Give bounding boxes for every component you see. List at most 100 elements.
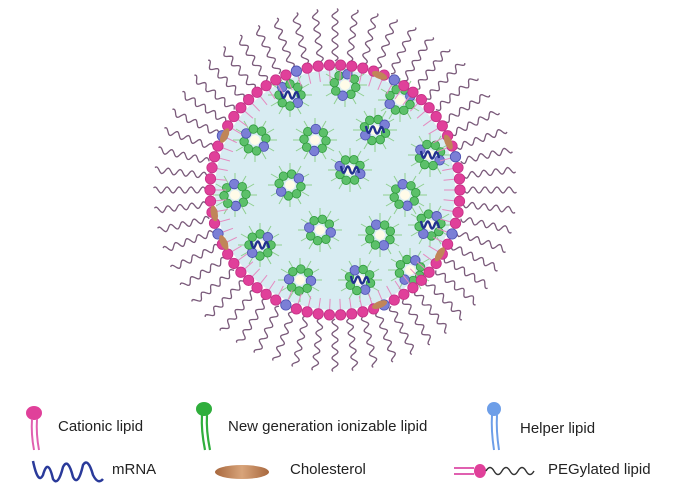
- helper-lipid: [349, 265, 360, 276]
- lipid-tail: [443, 178, 456, 181]
- peg-chain: [274, 17, 295, 69]
- peg-chain: [191, 268, 235, 302]
- cationic-lipid: [398, 288, 410, 300]
- lipid-tail: [377, 290, 384, 302]
- cationic-lipid: [442, 238, 454, 250]
- legend-label-pegylated-lipid: PEGylated lipid: [548, 461, 651, 478]
- cationic-lipid: [270, 74, 282, 86]
- cationic-lipid: [312, 60, 324, 72]
- ionizable-lipid: [251, 146, 262, 156]
- cationic-lipid: [204, 184, 216, 196]
- cholesterol: [210, 205, 219, 222]
- mrna-icon: [31, 460, 104, 483]
- peg-chain: [460, 147, 513, 165]
- mrna: [339, 165, 361, 175]
- cationic-lipid: [243, 94, 255, 106]
- peg-chains: [153, 8, 517, 372]
- peg-chain: [194, 74, 235, 110]
- peg-chain: [346, 9, 359, 63]
- ionizable-lipid: [223, 198, 233, 208]
- ionizable-lipid: [219, 191, 229, 201]
- helper-lipid: [293, 173, 305, 184]
- lipid-tail: [221, 147, 234, 153]
- ionizable-lipid: [422, 139, 432, 150]
- cluster-center: [295, 275, 305, 285]
- ionizable-lipid: [277, 98, 287, 108]
- lipid-tail: [214, 199, 227, 202]
- helper-lipid: [418, 228, 429, 239]
- ionizable-lipid: [309, 216, 319, 226]
- cationic-lipid: [301, 62, 313, 74]
- ionizable-lipid-cluster: [238, 223, 282, 267]
- cationic-lipid: [222, 248, 234, 260]
- peg-chain: [239, 34, 269, 82]
- cationic-lipid: [243, 274, 255, 286]
- lipid-tail: [243, 261, 254, 270]
- ionizable-lipid: [405, 99, 415, 110]
- peg-chain: [331, 8, 339, 62]
- lipid-tail: [394, 280, 403, 292]
- ionizable-lipid-cluster: [408, 133, 452, 177]
- cationic-lipid: [357, 306, 369, 318]
- lipid-tail: [277, 285, 284, 297]
- helper-lipid: [384, 98, 395, 110]
- lipid-tail: [416, 110, 427, 119]
- ionizable-lipid: [291, 189, 302, 199]
- peg-chain: [253, 305, 280, 353]
- lipid-tail: [297, 74, 302, 87]
- helper-lipid-icon: [487, 402, 501, 451]
- ionizable-lipid: [312, 236, 323, 246]
- mrna: [279, 90, 301, 100]
- cationic-lipid: [453, 195, 466, 207]
- peg-chain: [390, 27, 417, 75]
- ionizable-lipid: [261, 133, 271, 144]
- ionizable-lipid: [285, 101, 295, 111]
- helper-lipid: [371, 219, 382, 230]
- cationic-lipid: [204, 195, 217, 207]
- cationic-lipid: [260, 80, 272, 92]
- lipid-tail: [428, 245, 440, 253]
- lipid-tail: [432, 236, 445, 243]
- ionizable-lipid: [321, 234, 331, 244]
- ionizable-lipid: [318, 128, 329, 138]
- ionizable-lipid: [299, 134, 309, 144]
- ionizable-lipid: [394, 268, 405, 278]
- lipid-tail: [251, 268, 261, 278]
- lipid-tail: [277, 83, 284, 95]
- cholesterol: [219, 128, 230, 143]
- legend-label-cationic-lipid: Cationic lipid: [58, 418, 144, 435]
- peg-chain: [450, 111, 500, 137]
- lipid-tail: [318, 70, 321, 83]
- helper-lipid: [446, 228, 458, 240]
- lipid-tail: [422, 253, 434, 262]
- lipid-tail: [259, 95, 268, 106]
- lipid-tail: [286, 78, 293, 90]
- peg-chain: [377, 19, 398, 69]
- cationic-lipid: [454, 184, 466, 196]
- ionizable-lipid: [306, 231, 316, 241]
- lipid-tail: [267, 280, 276, 292]
- ionizable-lipid: [409, 196, 419, 206]
- ionizable-lipid: [341, 175, 351, 185]
- ionizable-lipid-cluster: [323, 63, 367, 107]
- lipid-tail: [339, 69, 341, 82]
- ionizable-lipid: [248, 124, 259, 134]
- ionizable-lipid: [385, 226, 396, 236]
- ionizable-lipid: [256, 126, 267, 136]
- mrna: [419, 220, 441, 230]
- lipid-tail: [307, 71, 312, 84]
- lipid-tail: [251, 102, 261, 112]
- peg-chain: [157, 215, 210, 233]
- cationic-lipid: [228, 110, 240, 123]
- ionizable-lipid: [329, 77, 339, 88]
- ionizable-lipid: [394, 199, 404, 209]
- lipid-tail: [215, 208, 228, 213]
- ionizable-lipid: [351, 82, 361, 93]
- ionizable-lipid: [349, 175, 360, 185]
- lipid-tail: [358, 71, 363, 84]
- ionizable-lipid: [296, 264, 306, 274]
- lipid-tail: [225, 137, 238, 144]
- cluster-center: [405, 265, 415, 275]
- cationic-lipid: [407, 282, 419, 294]
- ionizable-lipid-cluster: [213, 173, 257, 217]
